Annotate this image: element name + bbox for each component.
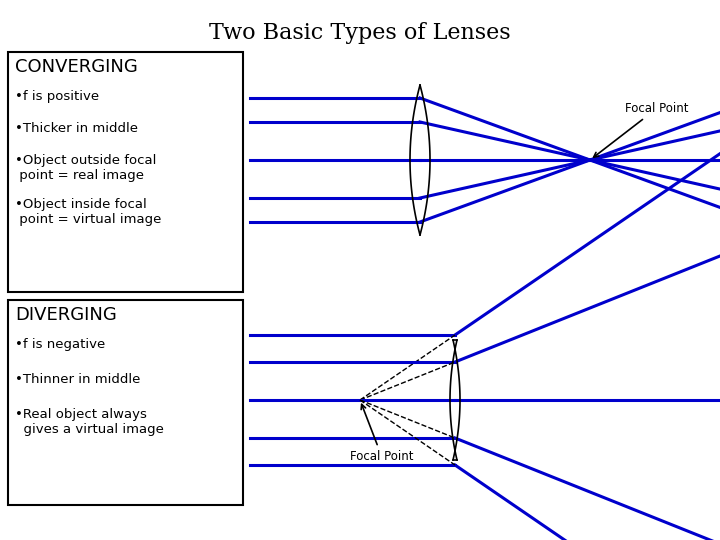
Text: Two Basic Types of Lenses: Two Basic Types of Lenses — [210, 22, 510, 44]
Text: •Object inside focal
 point = virtual image: •Object inside focal point = virtual ima… — [15, 198, 161, 226]
Text: •Thinner in middle: •Thinner in middle — [15, 373, 140, 386]
Text: •Thicker in middle: •Thicker in middle — [15, 122, 138, 135]
FancyBboxPatch shape — [8, 300, 243, 505]
Text: DIVERGING: DIVERGING — [15, 306, 117, 324]
Text: •f is negative: •f is negative — [15, 338, 105, 351]
Text: CONVERGING: CONVERGING — [15, 58, 138, 76]
FancyBboxPatch shape — [8, 52, 243, 292]
Text: •Object outside focal
 point = real image: •Object outside focal point = real image — [15, 154, 156, 182]
Text: •f is positive: •f is positive — [15, 90, 99, 103]
Text: Focal Point: Focal Point — [594, 102, 688, 157]
Text: Focal Point: Focal Point — [350, 404, 413, 463]
Text: •Real object always
  gives a virtual image: •Real object always gives a virtual imag… — [15, 408, 164, 436]
